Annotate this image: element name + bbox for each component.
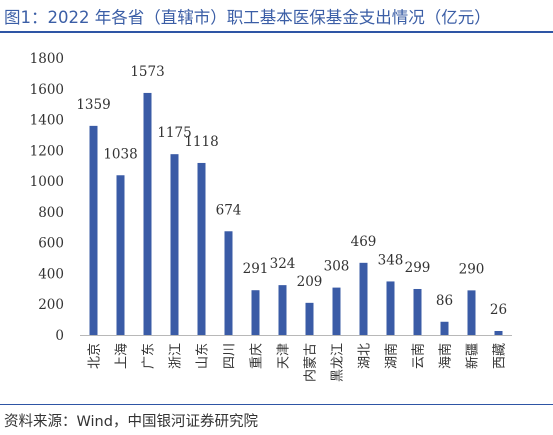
category-label: 黑龙江 — [331, 343, 346, 382]
bar — [251, 290, 260, 335]
data-label: 1573 — [130, 64, 164, 80]
data-label: 308 — [324, 259, 350, 275]
bar — [116, 175, 125, 335]
bar — [278, 285, 287, 335]
bar — [305, 302, 314, 335]
bar — [224, 231, 233, 335]
bar — [197, 162, 206, 335]
bar — [89, 125, 98, 336]
category-label: 北京 — [88, 343, 103, 369]
category-label: 山东 — [196, 343, 211, 369]
y-tick-label: 400 — [38, 266, 64, 282]
category-label: 新疆 — [465, 343, 481, 369]
category-label: 天津 — [277, 343, 292, 369]
y-tick-label: 1000 — [30, 174, 64, 190]
title-divider — [0, 31, 553, 33]
category-label: 四川 — [223, 343, 238, 369]
y-tick-label: 0 — [55, 328, 64, 344]
category-label: 西藏 — [493, 343, 508, 369]
chart-title: 图1：2022 年各省（直辖市）职工基本医保基金支出情况（亿元） — [4, 8, 491, 27]
category-label: 云南 — [411, 343, 427, 369]
bar — [143, 92, 152, 336]
category-label: 重庆 — [249, 343, 265, 369]
source-note: 资料来源：Wind，中国银河证券研究院 — [4, 414, 258, 430]
bar — [467, 290, 476, 335]
category-label: 内蒙古 — [303, 343, 319, 382]
bars-group — [89, 92, 503, 336]
category-label: 湖北 — [358, 343, 373, 369]
bar — [386, 281, 395, 335]
category-label: 海南 — [438, 343, 454, 369]
y-tick-label: 1200 — [30, 143, 64, 159]
data-label: 348 — [378, 252, 404, 268]
data-label: 324 — [270, 256, 296, 272]
bar — [413, 288, 422, 335]
data-label: 290 — [459, 261, 485, 277]
data-label: 1175 — [157, 125, 191, 141]
data-label: 674 — [216, 202, 242, 218]
data-label: 291 — [243, 261, 269, 277]
category-label: 上海 — [115, 343, 130, 369]
data-label: 1038 — [103, 146, 137, 162]
y-tick-label: 200 — [38, 297, 64, 313]
y-tick-label: 600 — [38, 236, 64, 252]
y-tick-label: 1600 — [30, 82, 64, 98]
data-label: 26 — [490, 302, 507, 318]
category-labels-group: 北京 上海 广东 浙江 山东 四川 重庆 天津 内蒙古 黑龙江 湖北 湖南 云南 海南 新疆 西藏 — [88, 343, 508, 382]
category-label: 广东 — [142, 343, 157, 369]
bar — [359, 262, 368, 335]
data-label: 1359 — [76, 97, 110, 113]
footer-divider — [0, 404, 553, 405]
data-label: 1118 — [184, 134, 218, 150]
bar — [440, 321, 449, 335]
bar — [494, 330, 503, 335]
y-tick-label: 1400 — [30, 113, 64, 129]
data-label: 209 — [297, 274, 323, 290]
category-label: 湖南 — [384, 343, 400, 369]
data-label: 469 — [351, 234, 377, 250]
bar — [170, 154, 179, 335]
bar-chart: 0 200 400 600 800 1000 1200 1400 1600 1800 1359 10… — [30, 51, 512, 382]
y-tick-label: 1800 — [30, 51, 64, 67]
y-tick-label: 800 — [38, 205, 64, 221]
data-label: 299 — [405, 260, 431, 276]
bar — [332, 287, 341, 335]
data-label: 86 — [436, 293, 453, 309]
y-axis: 0 200 400 600 800 1000 1200 1400 1600 1800 — [30, 51, 64, 344]
category-label: 浙江 — [169, 343, 184, 369]
